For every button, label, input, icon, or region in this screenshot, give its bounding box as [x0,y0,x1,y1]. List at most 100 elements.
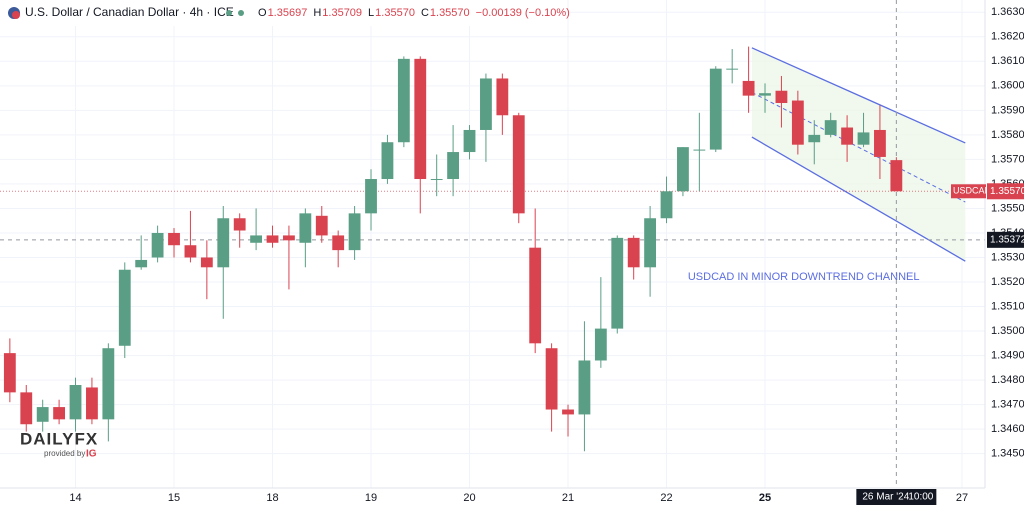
y-tick-label: 1.36100 [991,55,1024,67]
crosshair-date-bg [856,489,937,505]
y-tick-label: 1.35100 [991,300,1024,312]
flag-icon [12,11,20,19]
candle-body [644,218,657,268]
candle-body [627,237,640,268]
candle-body [184,245,197,258]
x-tick-label: 22 [660,492,672,504]
candle-body [660,191,673,219]
candle-body [151,232,164,258]
candle-body [315,215,328,236]
candle-body [250,235,263,243]
candle-body [348,213,361,251]
y-tick-label: 1.35300 [991,251,1024,263]
candle-body [857,132,870,145]
candle-body [233,218,246,231]
candle-body [562,409,574,415]
candle-body [578,360,591,415]
candle-body [791,100,804,145]
y-tick-label: 1.35200 [991,276,1024,288]
candle-body [3,353,16,393]
candle-body [69,385,82,420]
channel-fill [751,47,966,262]
y-tick-label: 1.34500 [991,448,1024,460]
candle-body [430,179,443,181]
ohlc: O 1.35697 H 1.35709 L 1.35570 C 1.35570 −0.00139… [258,7,570,19]
logo-ig: IG [86,449,97,460]
x-tick-label: 19 [365,492,377,504]
y-tick-label: 1.36300 [991,6,1024,18]
candle-body [86,387,98,420]
candle-body [742,80,755,96]
candle-body [168,232,180,246]
candle-body [693,149,706,151]
candle-body [480,78,492,130]
candle-body [118,269,131,346]
symbol-title: U.S. Dollar / Canadian Dollar · 4h · ICE [25,5,234,19]
candle-body [874,129,886,157]
y-tick-label: 1.35500 [991,202,1024,214]
candle-body [726,68,739,70]
candle-body [332,235,345,251]
candle-body [463,129,476,153]
channel-lower [751,136,966,262]
symbol-tag: USDCAD [953,186,992,196]
candle-body [775,90,788,103]
last-price-tag: 1.35570 [990,186,1024,197]
ohlc-label: O [258,7,267,19]
candle-body [36,407,49,422]
last-price-tag-bg [987,183,1024,200]
candle-body [365,179,377,214]
y-tick-label: 1.35900 [991,104,1024,116]
logo-provided: provided by [44,449,85,458]
crosshair-date: 26 Mar '24 [862,492,909,503]
ohlc-value: 1.35697 [268,7,308,19]
logo: DAILYFX provided by IG [20,429,98,460]
x-tick-label: 20 [463,492,475,504]
crosshair-price-bg [987,231,1024,248]
candle-body [283,235,295,241]
x-tick-label: 21 [562,492,574,504]
candle-body [709,68,722,150]
status-dot [226,10,232,16]
crosshair-time: 10:00 [908,492,933,503]
annotation: USDCAD IN MINOR DOWNTREND CHANNEL [688,271,920,283]
candle-body [200,257,213,268]
crosshair-price: 1.35372 [990,234,1024,245]
x-tick-label: 27 [956,492,968,504]
x-tick-label: 25 [759,492,771,504]
logo-brand: DAILYFX [20,429,98,448]
y-tick-label: 1.35800 [991,129,1024,141]
x-tick-label: 18 [266,492,278,504]
candle-body [824,120,837,135]
candle-body [808,134,821,143]
candle-body [299,213,312,243]
candle-body [759,93,771,96]
candle-body [890,160,903,192]
candle-body [102,348,115,420]
ohlc-value: 1.35570 [375,7,415,19]
y-tick-label: 1.34900 [991,349,1024,361]
candle-body [217,218,230,268]
candle-body [545,348,558,410]
header-bg [0,0,560,26]
candle-body [529,247,542,344]
candle-body [677,147,689,192]
candle-body [447,152,460,180]
y-tick-label: 1.34600 [991,423,1024,435]
y-tick-label: 1.34700 [991,399,1024,411]
candle-body [397,58,410,143]
y-tick-label: 1.36200 [991,31,1024,43]
candle-body [594,328,607,361]
channel-upper [751,47,966,144]
ohlc-change: −0.00139 (−0.10%) [476,7,570,19]
ohlc-value: 1.35570 [430,7,470,19]
candle-body [496,78,509,116]
candle-body [53,407,66,420]
ohlc-label: H [313,7,321,19]
y-tick-label: 1.36000 [991,80,1024,92]
y-tick-label: 1.34800 [991,374,1024,386]
ohlc-value: 1.35709 [322,7,362,19]
candle-body [611,237,624,329]
